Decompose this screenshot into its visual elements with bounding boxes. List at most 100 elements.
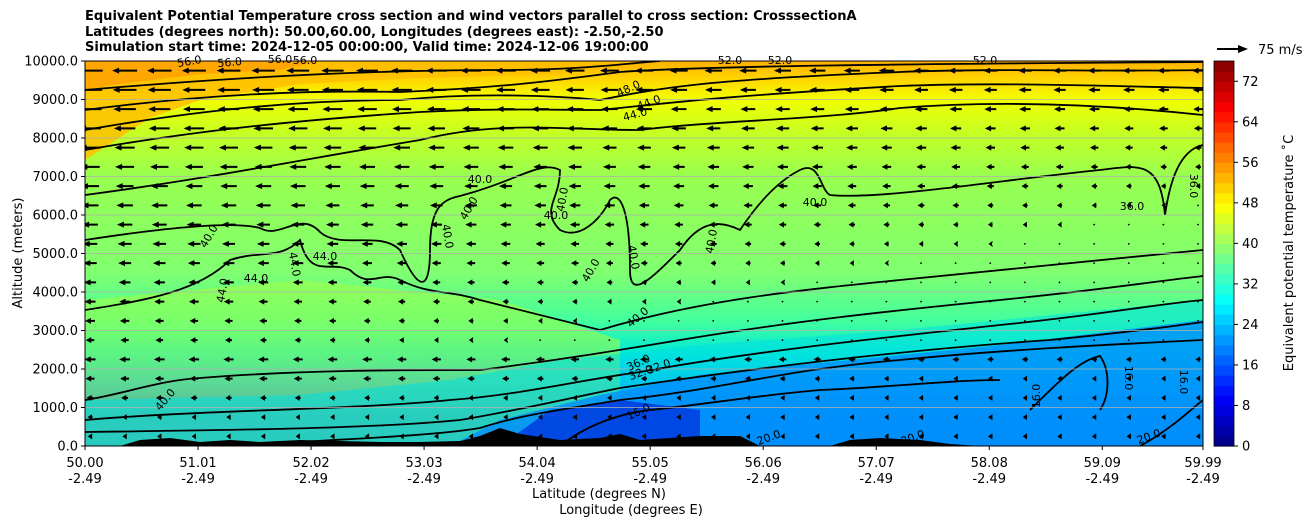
y-tick-label: 4000.0 — [33, 286, 79, 301]
wind-vector — [292, 356, 303, 363]
wind-vector — [252, 106, 274, 113]
wind-vector — [292, 279, 303, 286]
colorbar-tick-label: 48 — [1242, 196, 1259, 211]
wind-vector — [321, 67, 344, 74]
wind-vector — [1055, 144, 1064, 151]
colorbar-segment — [1214, 324, 1234, 336]
wind-vector — [293, 375, 302, 382]
wind-vector — [1126, 183, 1132, 190]
wind-vector — [468, 414, 474, 421]
wind-vector — [85, 202, 99, 209]
wind-vector — [607, 394, 612, 401]
wind-vector — [601, 125, 618, 132]
wind-vector — [464, 202, 477, 209]
colorbar-label: Equivalent potential temperature ˚C — [1281, 135, 1297, 371]
wind-vector — [1019, 106, 1031, 113]
contour-label: 40.0 — [544, 209, 569, 222]
wind-vector — [539, 339, 542, 342]
wind-vector — [1089, 125, 1099, 132]
wind-vector — [711, 279, 716, 286]
wind-vector — [398, 394, 405, 401]
wind-vector — [1192, 67, 1203, 74]
wind-vector — [745, 260, 751, 267]
wind-vector — [291, 240, 304, 247]
wind-vector — [460, 67, 482, 74]
wind-vector — [390, 67, 413, 74]
wind-vector — [187, 240, 201, 247]
quiver-key-label: 75 m/s — [1258, 43, 1303, 58]
wind-vector — [918, 240, 924, 247]
wind-vector — [569, 202, 581, 209]
wind-vector — [85, 183, 100, 190]
wind-vector — [326, 240, 339, 247]
wind-vector — [294, 317, 302, 324]
wind-vector — [1023, 319, 1026, 322]
wind-vector — [744, 356, 752, 363]
wind-vector — [984, 106, 997, 113]
wind-vector — [635, 86, 653, 93]
wind-vector — [810, 106, 825, 113]
wind-vector — [676, 298, 681, 305]
contour-label: 40.0 — [439, 223, 456, 249]
wind-vector — [1125, 163, 1133, 170]
wind-vector — [845, 125, 858, 132]
wind-vector — [294, 394, 301, 401]
wind-vector — [740, 106, 756, 113]
wind-vector — [915, 144, 927, 151]
wind-vector — [1161, 433, 1166, 440]
wind-vector — [115, 183, 134, 190]
wind-vector — [466, 260, 476, 267]
wind-vector — [954, 300, 957, 303]
wind-vector — [260, 414, 266, 421]
wind-vector — [85, 298, 96, 305]
chart-title: Equivalent Potential Temperature cross s… — [85, 9, 857, 56]
wind-vector — [849, 433, 854, 440]
wind-vector — [565, 86, 584, 93]
contour-label: 40.0 — [625, 244, 642, 270]
colorbar-segment — [1214, 71, 1234, 82]
wind-vector — [814, 394, 820, 401]
wind-vector — [674, 221, 683, 228]
wind-vector — [330, 433, 335, 440]
wind-vector — [881, 163, 892, 170]
wind-vector — [220, 183, 237, 190]
wind-vector — [464, 183, 478, 190]
y-tick-label: 9000.0 — [33, 93, 79, 108]
wind-vector — [462, 144, 479, 151]
wind-vector — [115, 163, 135, 170]
x-tick-label-lon: -2.49 — [859, 472, 893, 487]
wind-vector — [362, 356, 372, 363]
wind-vector — [362, 279, 372, 286]
wind-vector — [677, 339, 680, 342]
wind-vector — [432, 279, 441, 286]
wind-vector — [1126, 394, 1131, 401]
wind-vector — [643, 319, 645, 322]
wind-vector — [1192, 86, 1203, 93]
wind-vector — [878, 67, 895, 74]
wind-vector — [885, 300, 888, 303]
wind-vector — [85, 337, 95, 344]
wind-vector — [219, 144, 238, 151]
wind-vector — [572, 414, 577, 421]
colorbar-segment — [1214, 101, 1234, 113]
wind-vector — [1057, 433, 1062, 440]
wind-vector — [674, 356, 683, 363]
wind-vector — [1126, 356, 1132, 363]
wind-vector — [916, 163, 926, 170]
wind-vector — [1058, 300, 1061, 303]
wind-vector — [535, 356, 545, 363]
x-tick-label-lat: 56.06 — [745, 456, 782, 471]
wind-vector — [1126, 375, 1131, 382]
wind-vector — [85, 240, 98, 247]
wind-vector — [433, 394, 439, 401]
wind-vector — [948, 86, 963, 93]
wind-vector — [850, 281, 853, 284]
wind-vector — [357, 106, 377, 113]
wind-vector — [1017, 67, 1032, 74]
wind-vector — [636, 125, 652, 132]
wind-vector — [431, 240, 442, 247]
wind-vector — [778, 221, 787, 228]
wind-vector — [918, 394, 924, 401]
wind-vector — [112, 67, 138, 74]
